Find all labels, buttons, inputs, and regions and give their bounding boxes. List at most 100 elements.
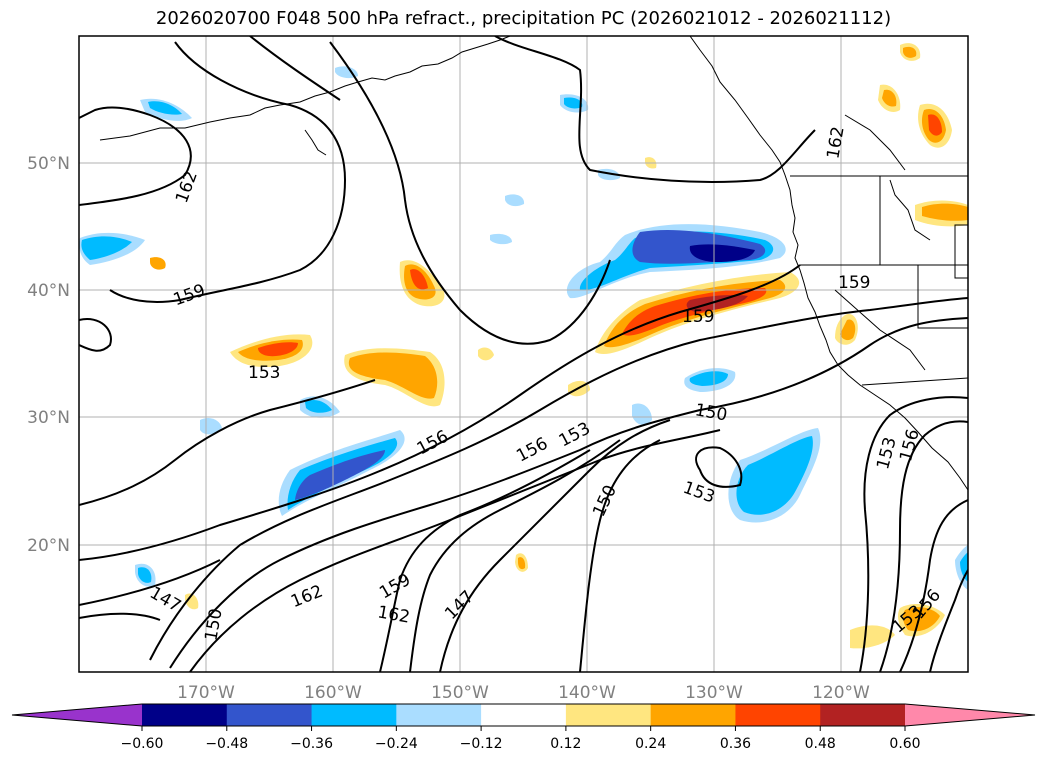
contour-line bbox=[79, 106, 192, 206]
contour-label: 162 bbox=[376, 602, 411, 627]
colorbar-tick-label: 0.60 bbox=[889, 736, 920, 752]
y-axis-labels: 50°N 40°N 30°N 20°N bbox=[27, 154, 70, 556]
precip-region bbox=[185, 593, 199, 610]
contour-line bbox=[379, 449, 591, 672]
contour-label: 156 bbox=[896, 427, 924, 464]
precip-region bbox=[138, 567, 152, 583]
precip-region bbox=[922, 203, 968, 221]
contour-label: 156 bbox=[513, 434, 551, 467]
alaska-coast bbox=[304, 129, 327, 156]
colorbar-tick-label: 0.12 bbox=[550, 736, 581, 752]
precip-region bbox=[518, 557, 526, 570]
state-border bbox=[861, 377, 968, 386]
precip-region bbox=[903, 46, 917, 58]
colorbar-tick-label: −0.60 bbox=[121, 736, 164, 752]
colorbar-segment bbox=[396, 704, 482, 726]
precip-region bbox=[490, 233, 512, 245]
contour-line bbox=[79, 559, 221, 606]
colorbar-segment bbox=[650, 704, 736, 726]
x-tick-label: 120°W bbox=[812, 683, 870, 703]
colorbar-segment bbox=[481, 704, 567, 726]
precip-region bbox=[81, 236, 132, 260]
colorbar: −0.60 −0.48 −0.36 −0.24 −0.12 0.12 0.24 0.36 0.4… bbox=[11, 703, 1036, 752]
precip-region bbox=[258, 342, 298, 357]
map-frame bbox=[78, 35, 969, 673]
contour-line bbox=[249, 36, 341, 101]
precip-region bbox=[335, 66, 358, 79]
x-tick-label: 140°W bbox=[558, 683, 616, 703]
precip-region bbox=[505, 194, 525, 207]
colorbar-segment bbox=[311, 704, 397, 726]
precip-region bbox=[928, 114, 942, 136]
contour-label: 162 bbox=[823, 125, 848, 160]
chart-title: 2026020700 F048 500 hPa refract., precip… bbox=[155, 8, 892, 29]
contour-label: 153 bbox=[680, 478, 717, 508]
contour-line bbox=[859, 396, 968, 672]
precip-region bbox=[632, 403, 652, 425]
colorbar-segment bbox=[226, 704, 313, 726]
contour-line bbox=[79, 379, 376, 506]
contour-line bbox=[879, 420, 968, 672]
refractivity-contours bbox=[79, 36, 968, 672]
contour-line bbox=[929, 569, 968, 672]
contour-line bbox=[79, 318, 112, 352]
colorbar-extend-low bbox=[12, 704, 142, 726]
colorbar-tick-label: −0.36 bbox=[290, 736, 333, 752]
y-tick-label: 30°N bbox=[27, 408, 70, 428]
state-border bbox=[844, 114, 906, 171]
precip-region bbox=[348, 352, 438, 399]
precip-region bbox=[903, 607, 940, 632]
contour-line bbox=[494, 36, 816, 183]
precip-region bbox=[564, 97, 583, 109]
y-tick-label: 20°N bbox=[27, 536, 70, 556]
colorbar-extend-high bbox=[905, 704, 1035, 726]
precip-region bbox=[736, 436, 813, 515]
precip-region bbox=[478, 347, 494, 361]
precip-region bbox=[295, 450, 385, 500]
map-area: 162 159 153 156 156 153 150 150 153 162 … bbox=[79, 36, 968, 672]
contour-line bbox=[409, 439, 621, 672]
contour-label: 156 bbox=[414, 427, 452, 460]
contour-label: 162 bbox=[172, 169, 202, 206]
contour-line bbox=[579, 439, 661, 672]
contour-line bbox=[695, 446, 743, 488]
contour-line bbox=[439, 419, 671, 672]
precip-region bbox=[305, 399, 332, 413]
state-border bbox=[917, 265, 968, 329]
precip-shading bbox=[79, 43, 968, 649]
contour-line bbox=[79, 264, 801, 561]
colorbar-tick-label: 0.36 bbox=[720, 736, 751, 752]
x-axis-labels: 170°W 160°W 150°W 140°W 130°W 120°W bbox=[177, 683, 870, 703]
colorbar-segment bbox=[735, 704, 821, 726]
state-border bbox=[954, 224, 968, 279]
contour-line bbox=[79, 612, 161, 621]
contour-label: 150 bbox=[201, 607, 226, 642]
contour-line bbox=[899, 499, 968, 672]
colorbar-tick-label: 0.24 bbox=[635, 736, 666, 752]
precip-region bbox=[150, 257, 166, 270]
colorbar-segment bbox=[565, 704, 652, 726]
x-tick-label: 160°W bbox=[304, 683, 362, 703]
x-tick-label: 170°W bbox=[177, 683, 235, 703]
colorbar-tick-label: −0.12 bbox=[460, 736, 503, 752]
contour-labels: 162 159 153 156 156 153 150 150 153 162 … bbox=[146, 125, 945, 642]
contour-label: 162 bbox=[288, 581, 326, 612]
precip-region bbox=[410, 269, 428, 290]
precip-region bbox=[689, 244, 755, 262]
x-tick-label: 150°W bbox=[431, 683, 489, 703]
precip-region bbox=[882, 89, 897, 107]
state-border bbox=[889, 179, 931, 241]
contour-label: 159 bbox=[171, 280, 208, 310]
colorbar-tick-label: −0.48 bbox=[205, 736, 248, 752]
colorbar-tick-label: 0.48 bbox=[805, 736, 836, 752]
alaska-coast bbox=[99, 36, 511, 141]
contour-line bbox=[189, 429, 721, 672]
contour-label: 150 bbox=[589, 482, 621, 520]
y-tick-label: 50°N bbox=[27, 154, 70, 174]
colorbar-segment bbox=[142, 704, 228, 726]
contour-label: 150 bbox=[693, 400, 728, 425]
state-border bbox=[834, 289, 926, 371]
precip-region bbox=[686, 295, 748, 312]
contour-label: 159 bbox=[838, 273, 870, 293]
